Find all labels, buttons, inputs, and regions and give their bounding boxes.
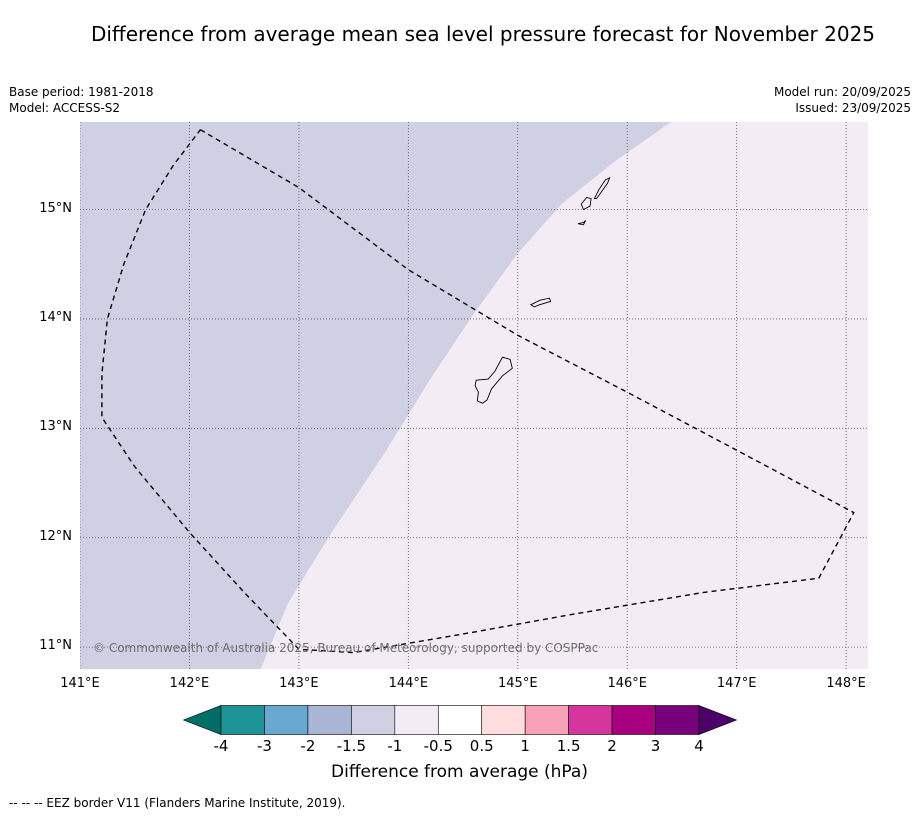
colorbar-segment — [307, 705, 352, 735]
colorbar-segment — [611, 705, 656, 735]
lat-tick-label: 15°N — [39, 200, 72, 216]
copyright-notice: © Commonwealth of Australia 2025, Bureau… — [93, 641, 599, 655]
colorbar-tick-label: 2 — [607, 737, 617, 755]
model-run-label: Model run: 20/09/2025 — [773, 85, 911, 99]
chart-title: Difference from average mean sea level p… — [90, 22, 876, 46]
colorbar-tick-label: -1 — [387, 737, 403, 755]
lat-tick-label: 12°N — [39, 528, 72, 544]
meta-right: Model run: 20/09/2025 Issued: 23/09/2025 — [774, 84, 911, 116]
eez-footnote: -- -- -- EEZ border V11 (Flanders Marine… — [9, 796, 346, 810]
colorbar-tick-label: 1 — [520, 737, 530, 755]
colorbar-segment — [264, 705, 309, 735]
colorbar-segment — [351, 705, 396, 735]
colorbar-tick-label: -2 — [300, 737, 316, 755]
lon-tick-label: 148°E — [826, 676, 866, 691]
lon-tick-label: 146°E — [607, 676, 647, 691]
lat-tick-label: 13°N — [39, 419, 72, 435]
colorbar-extend-low — [183, 705, 222, 735]
colorbar-tick-label: 4 — [694, 737, 704, 755]
colorbar-segment — [437, 705, 483, 735]
colorbar-tick-label: -4 — [213, 737, 229, 755]
colorbar-segment — [655, 705, 700, 735]
colorbar-segment — [524, 705, 569, 735]
island-guam — [474, 356, 513, 404]
lon-tick-label: 141°E — [60, 676, 100, 691]
lon-tick-label: 143°E — [279, 676, 319, 691]
colorbar-segment — [220, 705, 265, 735]
meta-left: Base period: 1981-2018 Model: ACCESS-S2 — [9, 84, 154, 116]
colorbar-tick-label: -0.5 — [423, 737, 453, 755]
colorbar-label: Difference from average (hPa) — [331, 762, 588, 782]
colorbar-segment — [568, 705, 613, 735]
colorbar-tick-label: 3 — [650, 737, 661, 755]
island-rota — [530, 297, 552, 308]
lon-tick-label: 142°E — [169, 676, 210, 691]
lat-tick-label: 11°N — [39, 638, 72, 654]
eez-border-line — [101, 129, 855, 654]
lon-tick-label: 145°E — [498, 676, 538, 691]
colorbar-extend-high — [698, 705, 737, 735]
region-fill--1.5to-1 — [80, 122, 671, 669]
map-area — [80, 122, 868, 669]
lon-tick-label: 144°E — [388, 676, 429, 691]
colorbar-tick-label: 1.5 — [556, 737, 581, 755]
colorbar-tick-label: -3 — [256, 737, 272, 755]
colorbar-segment — [481, 705, 526, 735]
colorbar-segment — [394, 705, 439, 735]
lat-tick-label: 14°N — [39, 309, 72, 325]
colorbar-tick-label: 0.5 — [469, 737, 494, 755]
island-tinian — [577, 220, 587, 226]
island-saipan — [593, 176, 611, 200]
model-label: Model: ACCESS-S2 — [9, 101, 121, 115]
map-svg — [80, 122, 868, 669]
island-tinian-north — [580, 196, 592, 211]
colorbar-tick-label: -1.5 — [336, 737, 366, 755]
issued-label: Issued: 23/09/2025 — [795, 101, 911, 115]
lon-tick-label: 147°E — [716, 676, 757, 691]
base-period-label: Base period: 1981-2018 — [9, 85, 154, 99]
colorbar — [183, 705, 737, 735]
